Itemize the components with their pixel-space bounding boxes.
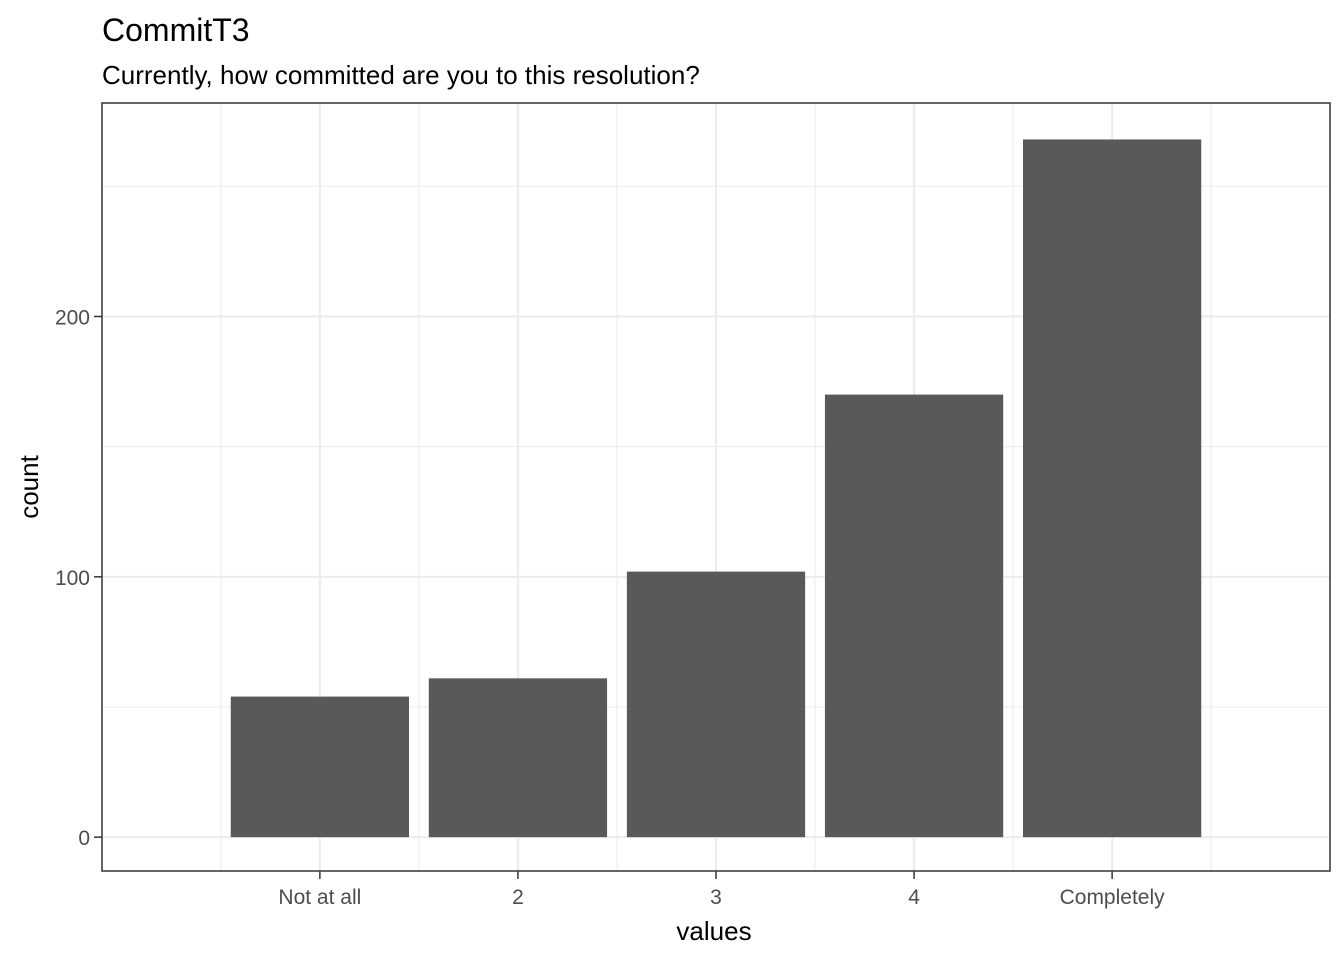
chart-title: CommitT3 xyxy=(102,12,250,48)
x-axis-title: values xyxy=(676,916,751,946)
bar xyxy=(1023,139,1202,838)
x-tick-label: 4 xyxy=(908,886,920,909)
x-tick-label: 2 xyxy=(512,886,524,909)
y-axis: 0 100 200 xyxy=(55,306,102,850)
bars xyxy=(230,139,1202,838)
y-tick-label: 100 xyxy=(55,567,90,590)
x-tick-label: Completely xyxy=(1060,886,1166,909)
x-tick-label: 3 xyxy=(710,886,722,909)
bar xyxy=(230,696,409,838)
bar xyxy=(626,571,806,838)
bar xyxy=(428,678,608,838)
chart-subtitle: Currently, how committed are you to this… xyxy=(102,60,700,90)
x-tick-label: Not at all xyxy=(278,886,361,909)
y-tick-label: 0 xyxy=(78,827,90,850)
bar xyxy=(824,394,1004,838)
y-tick-label: 200 xyxy=(55,306,90,329)
x-axis: Not at all 2 3 4 Completely xyxy=(278,871,1165,909)
y-axis-title: count xyxy=(14,454,44,518)
